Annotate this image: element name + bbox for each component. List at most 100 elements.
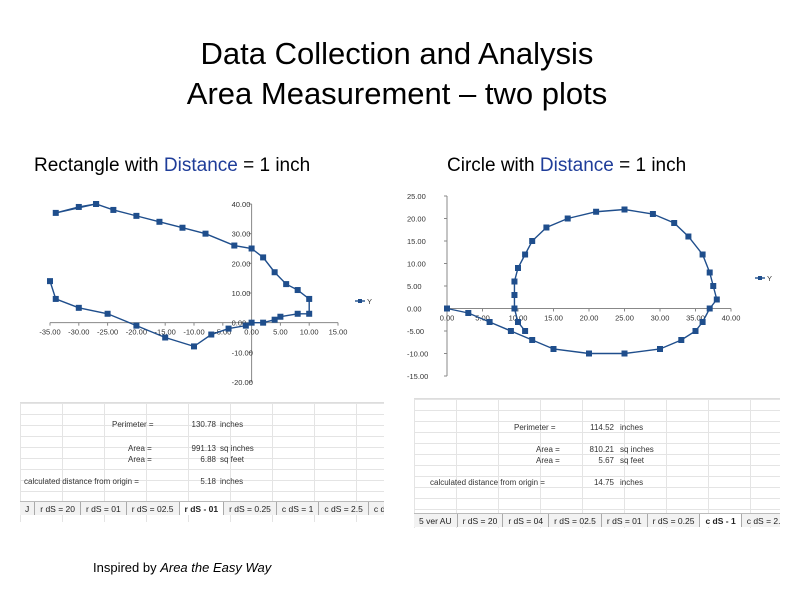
- x-tick-label: 15.00: [329, 328, 348, 337]
- y-tick-label: 30.00: [232, 230, 251, 239]
- perimeter-value: 114.52: [590, 423, 614, 432]
- data-point: [511, 292, 518, 298]
- distance-label: calculated distance from origin =: [430, 478, 545, 487]
- y-tick-label: -10.00: [407, 350, 428, 359]
- sheet-tab[interactable]: c dS = 2.5: [742, 514, 780, 527]
- left-subtitle-pre: Rectangle with: [34, 155, 164, 176]
- sheet-tab[interactable]: r dS = 20: [35, 502, 81, 515]
- data-point: [191, 343, 197, 350]
- data-point: [465, 310, 472, 316]
- x-tick-label: 0.00: [440, 314, 455, 323]
- data-point: [685, 233, 692, 240]
- x-tick-label: 20.00: [580, 314, 599, 323]
- y-tick-label: 20.00: [232, 259, 251, 268]
- area-label: Area =: [536, 445, 560, 454]
- data-point: [52, 209, 59, 216]
- area-unit: sq inches: [620, 445, 654, 454]
- legend-marker: [358, 299, 362, 303]
- data-point: [699, 319, 706, 325]
- y-tick-label: 40.00: [232, 200, 251, 209]
- data-point: [133, 322, 140, 329]
- left-subtitle-post: = 1 inch: [237, 155, 311, 176]
- y-tick-label: 5.00: [407, 282, 422, 291]
- y-tick-label: -10.00: [232, 348, 253, 357]
- data-point: [621, 350, 628, 357]
- area-feet-value: 6.88: [200, 455, 216, 464]
- x-tick-label: 15.00: [544, 314, 563, 323]
- sheet-tab[interactable]: r dS = 0.25: [224, 502, 277, 515]
- sheet-tab[interactable]: r dS = 20: [458, 514, 504, 527]
- data-point: [649, 211, 656, 217]
- data-point: [225, 325, 232, 332]
- x-tick-label: 40.00: [722, 314, 741, 323]
- data-point: [564, 215, 571, 222]
- sheet-tab[interactable]: r dS = 02.5: [127, 502, 180, 515]
- data-point: [586, 350, 592, 357]
- perimeter-label: Perimeter =: [514, 423, 556, 432]
- data-point: [104, 310, 111, 317]
- x-tick-label: -25.00: [97, 328, 118, 337]
- right-subtitle-pre: Circle with: [447, 155, 540, 176]
- x-tick-label: 25.00: [615, 314, 634, 323]
- credit-line: Inspired by Area the Easy Way: [93, 560, 271, 575]
- right-subtitle: Circle with Distance = 1 inch: [447, 155, 686, 177]
- distance-unit: inches: [620, 478, 644, 487]
- y-tick-label: 10.00: [232, 289, 251, 298]
- distance-label: calculated distance from origin =: [24, 477, 139, 486]
- area-unit: sq inches: [220, 444, 254, 453]
- data-point: [657, 346, 663, 352]
- sheet-tab[interactable]: J: [20, 502, 36, 515]
- area-feet-unit: sq feet: [220, 455, 245, 464]
- rectangle-chart: -35.00 -30.00 -25.00 -20.00 -15.00 -10.00 -5.0…: [20, 192, 382, 388]
- data-point: [52, 295, 59, 302]
- data-point: [507, 328, 514, 334]
- x-tick-label: 5.00: [273, 328, 288, 337]
- left-subtitle-keyword: Distance: [163, 155, 238, 176]
- x-tick-label: -10.00: [183, 328, 204, 337]
- sheet-tab[interactable]: r dS = 04: [503, 514, 550, 527]
- data-point: [231, 242, 238, 249]
- perimeter-label: Perimeter =: [112, 420, 154, 429]
- x-tick-label: -35.00: [39, 328, 60, 337]
- sheet-tab[interactable]: c dS - 1: [700, 514, 742, 527]
- data-point: [550, 346, 557, 352]
- perimeter-unit: inches: [620, 423, 644, 432]
- right-subtitle-keyword: Distance: [539, 155, 614, 176]
- data-point: [283, 281, 290, 288]
- y-tick-label: 15.00: [407, 237, 426, 246]
- data-point: [294, 310, 301, 317]
- title-line-1: Data Collection and Analysis: [200, 36, 594, 71]
- data-point: [75, 304, 82, 311]
- sheet-tab[interactable]: c dS =: [369, 502, 384, 515]
- data-point: [713, 296, 720, 303]
- title-line-2: Area Measurement – two plots: [186, 76, 608, 111]
- credit-pre: Inspired by: [93, 560, 161, 575]
- sheet-tab[interactable]: r dS = 01: [81, 502, 127, 515]
- data-point: [156, 218, 163, 225]
- x-tick-label: 10.00: [300, 328, 319, 337]
- sheet-grid: [414, 399, 780, 528]
- x-tick-label: -5.00: [214, 328, 231, 337]
- series-line: [446, 208, 718, 355]
- sheet-tab[interactable]: r dS = 01: [602, 514, 648, 527]
- sheet-tab[interactable]: c dS = 1: [277, 502, 320, 515]
- data-point: [260, 254, 267, 261]
- data-point: [522, 328, 529, 334]
- area-label: Area =: [128, 444, 152, 453]
- sheet-tab[interactable]: r dS - 01: [179, 502, 225, 515]
- x-tick-label: 10.00: [509, 314, 528, 323]
- sheet-tab[interactable]: r dS = 0.25: [648, 514, 701, 527]
- y-tick-label: 25.00: [407, 192, 426, 201]
- series-line: [49, 203, 310, 348]
- sheet-tab[interactable]: c dS = 2.5: [319, 502, 369, 515]
- data-point: [162, 334, 169, 341]
- data-point: [522, 251, 529, 258]
- area-feet-label: Area =: [536, 456, 560, 465]
- data-point: [710, 283, 717, 289]
- sheet-tab[interactable]: 5 ver AU: [414, 514, 458, 527]
- sheet-tab[interactable]: r dS = 02.5: [549, 514, 602, 527]
- data-point: [202, 230, 209, 237]
- data-point: [621, 206, 628, 213]
- y-tick-label: -5.00: [407, 327, 424, 336]
